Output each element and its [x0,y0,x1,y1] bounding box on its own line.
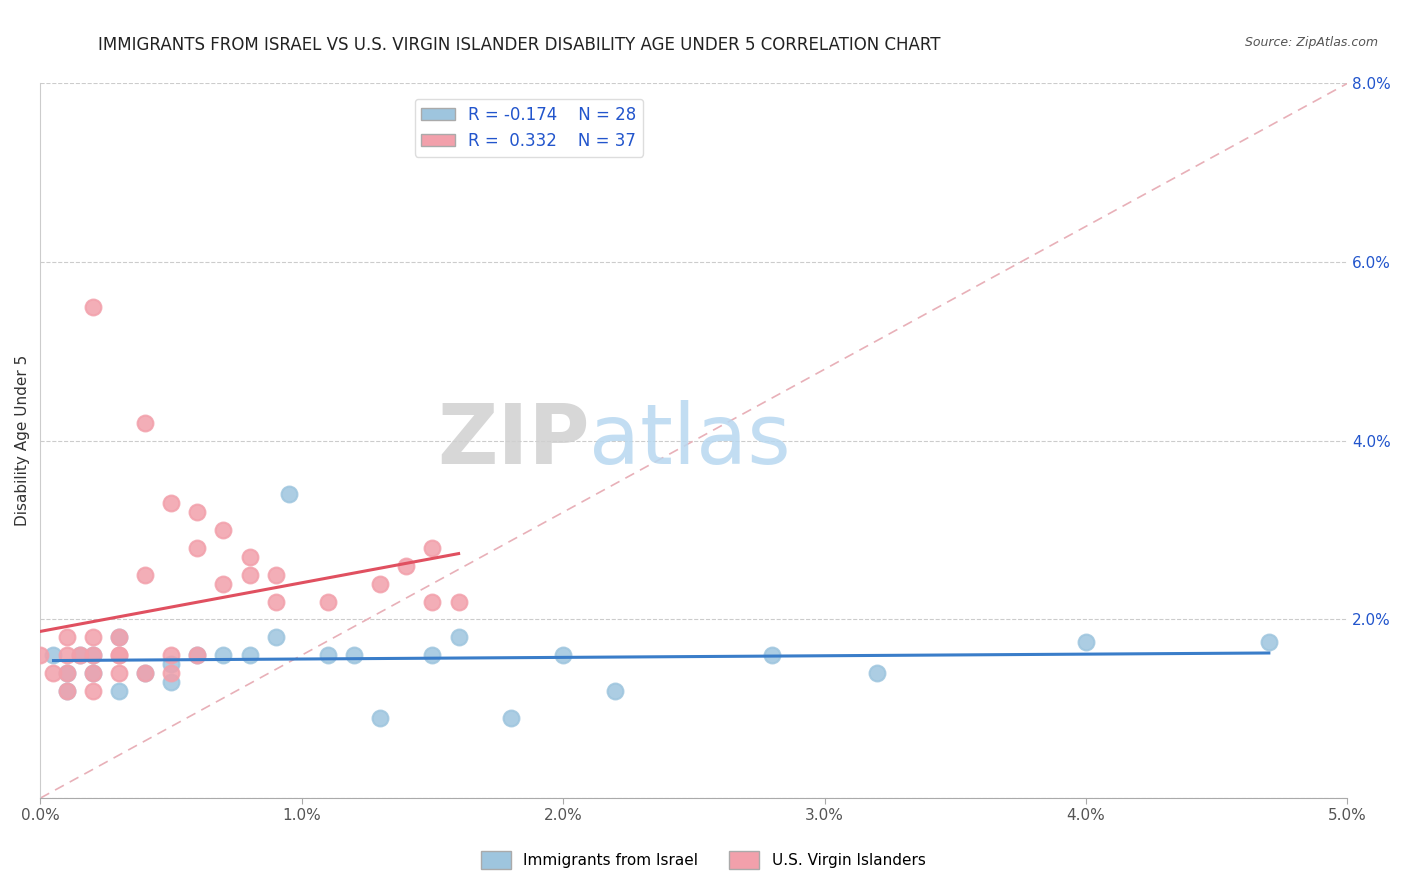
Point [160,657,183,671]
Point [866,665,889,680]
Text: atlas: atlas [589,401,792,482]
Point [499,711,522,725]
Text: Source: ZipAtlas.com: Source: ZipAtlas.com [1244,36,1378,49]
Point [30,648,52,662]
Point [82,630,104,644]
Point [186,541,208,555]
Point [82,665,104,680]
Point [553,648,575,662]
Point [55,665,77,680]
Point [264,630,287,644]
Point [368,576,391,591]
Point [264,594,287,608]
Point [238,648,260,662]
Point [212,648,235,662]
Point [42,648,65,662]
Point [186,648,208,662]
Point [605,684,627,698]
Point [316,594,339,608]
Point [82,300,104,314]
Point [55,684,77,698]
Point [1257,634,1279,648]
Point [422,541,444,555]
Y-axis label: Disability Age Under 5: Disability Age Under 5 [15,355,30,526]
Point [160,675,183,690]
Point [160,665,183,680]
Point [761,648,783,662]
Point [316,648,339,662]
Point [108,630,131,644]
Point [186,648,208,662]
Point [69,648,91,662]
Text: ZIP: ZIP [437,401,589,482]
Point [108,648,131,662]
Point [108,665,131,680]
Point [134,567,156,582]
Point [447,594,470,608]
Point [343,648,366,662]
Legend: R = -0.174    N = 28, R =  0.332    N = 37: R = -0.174 N = 28, R = 0.332 N = 37 [415,99,643,157]
Point [368,711,391,725]
Point [264,567,287,582]
Point [108,648,131,662]
Text: IMMIGRANTS FROM ISRAEL VS U.S. VIRGIN ISLANDER DISABILITY AGE UNDER 5 CORRELATIO: IMMIGRANTS FROM ISRAEL VS U.S. VIRGIN IS… [98,36,941,54]
Point [69,648,91,662]
Point [134,665,156,680]
Point [82,648,104,662]
Point [186,505,208,519]
Point [1074,634,1097,648]
Point [55,648,77,662]
Point [447,630,470,644]
Point [134,416,156,430]
Point [277,487,299,501]
Point [82,648,104,662]
Point [212,523,235,537]
Point [42,665,65,680]
Point [238,567,260,582]
Point [108,684,131,698]
Point [55,684,77,698]
Point [422,594,444,608]
Point [238,549,260,564]
Point [55,665,77,680]
Legend: Immigrants from Israel, U.S. Virgin Islanders: Immigrants from Israel, U.S. Virgin Isla… [474,845,932,875]
Point [134,665,156,680]
Point [212,576,235,591]
Point [160,496,183,510]
Point [395,558,418,573]
Point [82,665,104,680]
Point [160,648,183,662]
Point [422,648,444,662]
Point [55,630,77,644]
Point [108,630,131,644]
Point [82,684,104,698]
